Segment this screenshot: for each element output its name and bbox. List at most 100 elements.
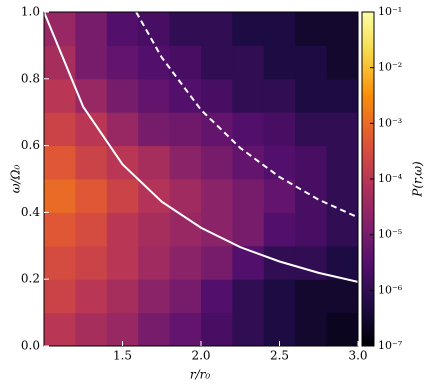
heatmap-cell: [263, 212, 296, 247]
heatmap-cell: [326, 279, 359, 314]
heatmap-cell: [138, 12, 171, 46]
heatmap-cell: [232, 12, 265, 46]
heatmap-cell: [75, 45, 108, 80]
heatmap-cell: [201, 12, 233, 46]
y-tick-label: 0.2: [21, 272, 40, 286]
heatmap-cell: [44, 145, 76, 180]
heatmap-cell: [263, 145, 296, 180]
heatmap-cell: [326, 78, 359, 113]
heatmap-cell: [75, 212, 108, 247]
heatmap-cell: [106, 12, 139, 46]
heatmap-cell: [232, 212, 265, 247]
heatmap-cell: [263, 312, 296, 347]
heatmap-cell: [326, 45, 359, 80]
heatmap-cell: [169, 312, 202, 347]
y-tick-label: 0.8: [21, 71, 40, 85]
y-tick-label: 0.4: [21, 205, 40, 219]
heatmap-cell: [263, 45, 296, 80]
heatmap-cell: [169, 279, 202, 314]
heatmap-cell: [232, 312, 265, 347]
heatmap-cell: [138, 78, 171, 113]
heatmap-cell: [201, 112, 233, 147]
heatmap-cell: [75, 12, 108, 46]
heatmap-cell: [44, 212, 76, 247]
heatmap-cell: [232, 112, 265, 147]
heatmap-cell: [75, 78, 108, 113]
heatmap-cell: [201, 245, 233, 280]
y-tick-label: 0.0: [21, 339, 40, 353]
colorbar-tick-label: 10⁻⁶: [378, 283, 403, 296]
heatmap-cell: [201, 78, 233, 113]
heatmap-cell: [326, 245, 359, 280]
x-axis-label: r/r₀: [190, 368, 211, 382]
heatmap-cell: [263, 12, 296, 46]
heatmap-cell: [169, 78, 202, 113]
heatmap-cell: [106, 245, 139, 280]
heatmap-cell: [295, 78, 328, 113]
heatmap-cell: [201, 312, 233, 347]
heatmap-cell: [295, 312, 328, 347]
y-tick-label: 0.6: [21, 138, 40, 152]
heatmap-cell: [75, 145, 108, 180]
curve: [44, 12, 358, 283]
curve: [135, 12, 358, 219]
heatmap-cell: [169, 145, 202, 180]
heatmap-cell: [169, 112, 202, 147]
heatmap-cell: [295, 45, 328, 80]
heatmap-cell: [138, 245, 171, 280]
heatmap-cell: [232, 45, 265, 80]
colorbar-tick-label: 10⁻¹: [378, 5, 402, 18]
heatmap-cell: [138, 45, 171, 80]
x-tick-label: 2.0: [191, 349, 210, 363]
heatmap-cell: [295, 145, 328, 180]
heatmap-cell: [295, 12, 328, 46]
heatmap-cell: [263, 245, 296, 280]
heatmap-cell: [232, 179, 265, 213]
colorbar-label: P(r,ω): [411, 161, 425, 198]
heatmap-cell: [138, 112, 171, 147]
heatmap-cell: [44, 179, 76, 213]
heatmap-cell: [201, 179, 233, 213]
heatmap-cell: [326, 145, 359, 180]
heatmap-cell: [138, 212, 171, 247]
heatmap-cell: [201, 279, 233, 314]
heatmap-cell: [106, 78, 139, 113]
heatmap-cell: [263, 279, 296, 314]
heatmap-cell: [75, 279, 108, 314]
heatmap-cell: [44, 312, 76, 347]
heatmap-cell: [138, 145, 171, 180]
colorbar-tick-label: 10⁻³: [378, 116, 402, 129]
heatmap-cell: [44, 112, 76, 147]
heatmap-cell: [75, 312, 108, 347]
x-tick-label: 1.5: [113, 349, 132, 363]
heatmap-cell: [169, 12, 202, 46]
heatmap-cell: [44, 245, 76, 280]
heatmap-cell: [201, 45, 233, 80]
heatmap-cell: [106, 45, 139, 80]
x-tick-label: 3.0: [348, 349, 367, 363]
heatmap-cell: [263, 179, 296, 213]
heatmap-cell: [326, 12, 359, 46]
heatmap-cell: [326, 312, 359, 347]
heatmap-cell: [326, 112, 359, 147]
heatmap-cell: [295, 212, 328, 247]
heatmap-cell: [138, 279, 171, 314]
heatmap-cell: [232, 245, 265, 280]
heatmap-cell: [169, 245, 202, 280]
heatmap-cell: [106, 179, 139, 213]
heatmap-cell: [106, 279, 139, 314]
heatmap-cell: [44, 279, 76, 314]
heatmap-cell: [201, 145, 233, 180]
heatmap-cell: [263, 78, 296, 113]
heatmap-cell: [138, 312, 171, 347]
heatmap-cell: [295, 279, 328, 314]
x-tick-label: 2.5: [270, 349, 289, 363]
colorbar-tick-label: 10⁻⁴: [378, 172, 403, 185]
colorbar-tick-label: 10⁻²: [378, 61, 402, 74]
heatmap-cell: [75, 245, 108, 280]
heatmap-cell: [263, 112, 296, 147]
y-tick-label: 1.0: [21, 5, 40, 19]
heatmap-cell: [106, 212, 139, 247]
heatmap-cell: [169, 179, 202, 213]
